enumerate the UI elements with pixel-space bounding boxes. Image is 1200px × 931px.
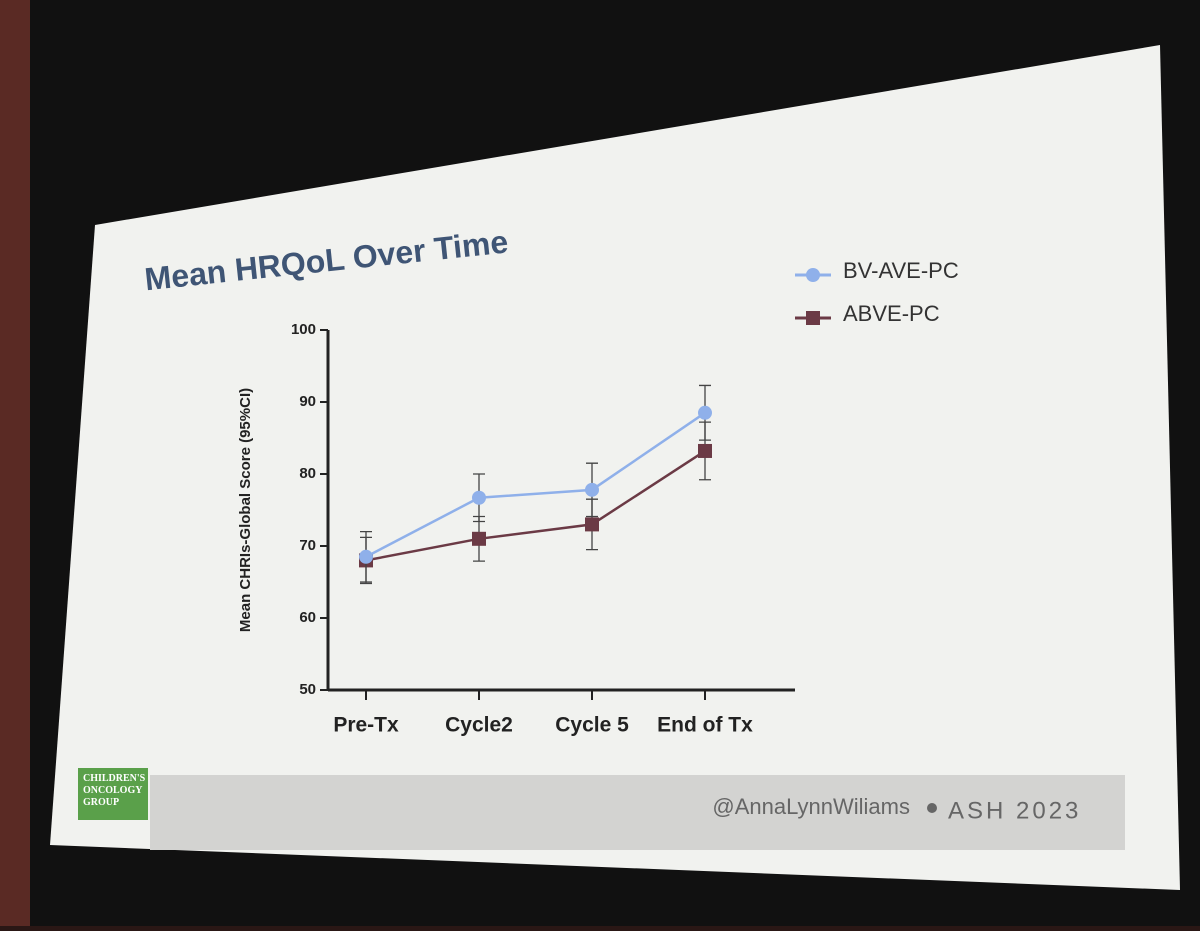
legend-marker [806, 311, 820, 325]
footer-handle: @AnnaLynnWiliams [712, 794, 910, 819]
point [359, 549, 373, 564]
legend-label: ABVE-PC [843, 301, 940, 326]
point [585, 517, 599, 532]
y-axis-label: Mean CHRIs-Global Score (95%CI) [237, 388, 254, 632]
plot: 50 60 70 80 90 100 Pre-Tx Cycle2 Cycle 5 End of T… [291, 258, 959, 737]
series-line [365, 449, 706, 562]
x-tick-label: Pre-Tx [333, 714, 399, 737]
logo [78, 768, 148, 820]
logo-text: CHILDREN'S ONCOLOGY GROUP [83, 773, 146, 808]
x-tick-label: End of Tx [657, 714, 753, 737]
y-tick-label: 90 [299, 393, 316, 410]
point [472, 531, 486, 546]
point [472, 490, 486, 505]
footer-event: ASH 2023 [948, 797, 1081, 824]
y-tick-label: 80 [299, 465, 316, 482]
footer-dot [927, 803, 937, 813]
y-tick-label: 70 [299, 537, 316, 554]
legend-marker [806, 268, 820, 282]
y-tick-label: 50 [299, 681, 316, 698]
point [585, 482, 599, 497]
footer-bar [150, 775, 1125, 850]
x-tick-label: Cycle2 [445, 714, 513, 737]
point [698, 405, 712, 420]
legend-label: BV-AVE-PC [843, 258, 959, 283]
y-tick-label: 60 [299, 609, 316, 626]
point [698, 443, 712, 458]
series-line [365, 411, 706, 558]
y-tick-label: 100 [291, 321, 316, 338]
slide [50, 45, 1180, 890]
logo-box: CHILDREN'S ONCOLOGY GROUP [83, 773, 146, 808]
x-tick-label: Cycle 5 [555, 714, 629, 737]
